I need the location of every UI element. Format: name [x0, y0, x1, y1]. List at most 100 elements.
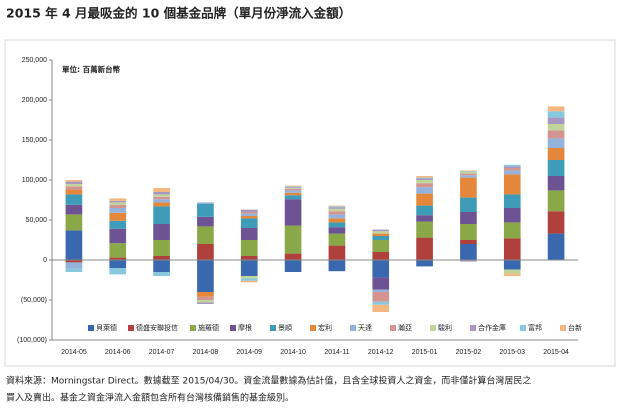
bar-segment: [416, 260, 433, 267]
bar-segment: [547, 176, 565, 191]
bar-segment: [503, 260, 521, 270]
bar-segment: [503, 194, 521, 208]
bar-segment: [460, 171, 477, 172]
bar-segment: [153, 196, 170, 200]
y-tick-label: 100,000: [22, 177, 47, 184]
legend-swatch: [470, 325, 476, 331]
bar-segment: [460, 224, 477, 240]
bar-segment: [547, 211, 565, 234]
legend-label: 天達: [358, 323, 372, 332]
bar-segment: [153, 202, 170, 207]
bar-segment: [65, 194, 83, 205]
legend-label: 德盛安聯投信: [136, 323, 178, 332]
bar-segment: [153, 192, 170, 195]
bar-segment: [503, 164, 521, 167]
bar-segment: [284, 192, 302, 196]
bar-segment: [109, 268, 127, 275]
bar-segment: [372, 304, 390, 312]
bar-segment: [547, 106, 565, 112]
bar-segment: [284, 187, 302, 188]
bar-segment: [153, 188, 170, 192]
legend-label: 駿利: [438, 323, 452, 332]
bar-segment: [197, 260, 214, 292]
bar-segment: [240, 280, 258, 283]
bar-segment: [372, 252, 390, 260]
bar-segment: [547, 160, 565, 176]
chart-frame: [4, 39, 616, 367]
x-tick-label: 2014-07: [149, 349, 175, 356]
bar-segment: [197, 296, 214, 300]
bar-segment: [109, 200, 127, 203]
bar-segment: [284, 185, 302, 187]
bar-segment: [65, 262, 83, 269]
bar-segment: [197, 244, 214, 260]
bar-segment: [328, 245, 346, 260]
bar-segment: [328, 233, 346, 246]
bar-segment: [65, 260, 83, 263]
bar-segment: [109, 212, 127, 221]
bar-segment: [503, 168, 521, 171]
bar-segment: [416, 193, 433, 206]
bar-segment: [65, 230, 83, 260]
bar-segment: [240, 278, 258, 281]
x-tick-label: 2014-05: [61, 349, 87, 356]
bar-segment: [153, 199, 170, 203]
bar-segment: [416, 178, 433, 180]
legend-swatch: [190, 325, 196, 331]
x-tick-label: 2015-01: [412, 349, 438, 356]
legend-label: 宏利: [318, 323, 332, 332]
bar-segment: [503, 238, 521, 260]
bar-segment: [460, 170, 477, 172]
legend-label: 瀚亞: [398, 323, 412, 332]
bar-segment: [65, 181, 83, 184]
y-tick-label: 200,000: [22, 97, 47, 104]
bar-segment: [328, 207, 346, 209]
x-tick-label: 2014-06: [105, 349, 131, 356]
unit-label: 單位: 百萬新台幣: [62, 64, 121, 74]
bar-segment: [65, 204, 83, 215]
bar-segment: [240, 216, 258, 219]
bar-segment: [547, 111, 565, 118]
bar-segment: [416, 215, 433, 222]
bar-segment: [109, 220, 127, 229]
y-tick-label: 50,000: [26, 217, 48, 224]
bar-segment: [109, 243, 127, 258]
bar-segment: [547, 138, 565, 148]
bar-segment: [460, 244, 477, 260]
legend-swatch: [520, 325, 526, 331]
bar-segment: [109, 204, 127, 208]
bar-segment: [416, 205, 433, 216]
bar-segment: [460, 172, 477, 174]
y-tick-label: 0: [43, 257, 47, 264]
legend-swatch: [128, 325, 134, 331]
bar-segment: [460, 175, 477, 178]
note-line: 買入及賣出。基金之資金淨流入金額包含所有台灣核備銷售的基金級別。: [6, 392, 294, 404]
bar-segment: [416, 221, 433, 238]
bar-segment: [65, 180, 83, 182]
bar-segment: [240, 276, 258, 279]
x-tick-label: 2015-04: [543, 349, 569, 356]
bar-segment: [153, 260, 170, 272]
bar-segment: [328, 218, 346, 223]
bar-segment: [240, 240, 258, 256]
legend-swatch: [390, 325, 396, 331]
bar-segment: [416, 180, 433, 184]
bar-segment: [328, 211, 346, 215]
legend-label: 景順: [278, 324, 292, 332]
legend-swatch: [350, 325, 356, 331]
bar-segment: [240, 218, 258, 228]
legend-swatch: [310, 325, 316, 331]
bar-segment: [284, 188, 302, 191]
bar-segment: [109, 198, 127, 201]
x-tick-label: 2014-11: [324, 349, 349, 356]
bar-segment: [328, 208, 346, 212]
bar-segment: [328, 206, 346, 208]
bar-segment: [109, 202, 127, 205]
bar-segment: [284, 188, 302, 189]
legend-label: 貝萊德: [96, 323, 117, 332]
bar-segment: [109, 208, 127, 213]
y-tick-label: (100,000): [17, 337, 47, 344]
bar-segment: [503, 208, 521, 223]
bar-segment: [503, 166, 521, 168]
bar-segment: [240, 256, 258, 260]
